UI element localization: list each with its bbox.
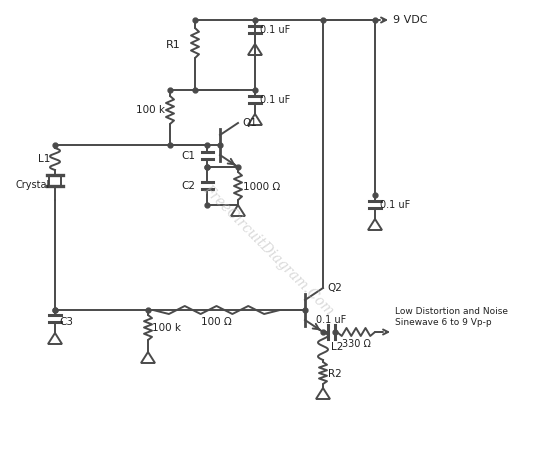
Text: C1: C1 <box>181 151 195 161</box>
Text: Q2: Q2 <box>327 283 342 293</box>
Text: 9 VDC: 9 VDC <box>393 15 428 25</box>
Text: 100 k: 100 k <box>136 105 165 115</box>
Text: C2: C2 <box>181 181 195 191</box>
Text: 0.1 uF: 0.1 uF <box>380 200 410 210</box>
Text: 100 k: 100 k <box>152 323 181 333</box>
Text: 0.1 uF: 0.1 uF <box>316 315 346 325</box>
Text: R2: R2 <box>328 369 342 379</box>
Text: Q1: Q1 <box>242 118 257 128</box>
Text: 1000 Ω: 1000 Ω <box>243 182 280 192</box>
Text: Low Distortion and Noise
Sinewave 6 to 9 Vp-p: Low Distortion and Noise Sinewave 6 to 9… <box>395 307 508 327</box>
Text: C3: C3 <box>59 317 73 327</box>
Text: 0.1 uF: 0.1 uF <box>260 95 291 105</box>
Bar <box>49 176 61 186</box>
Text: 100 Ω: 100 Ω <box>201 317 232 327</box>
Text: L2: L2 <box>331 342 344 352</box>
Text: Crystal: Crystal <box>16 180 50 190</box>
Text: L1: L1 <box>38 154 50 164</box>
Text: FreeCircuitDiagram.Com: FreeCircuitDiagram.Com <box>200 182 336 318</box>
Text: R1: R1 <box>166 40 181 50</box>
Text: 0.1 uF: 0.1 uF <box>260 25 291 35</box>
Text: 330 Ω: 330 Ω <box>341 339 370 349</box>
